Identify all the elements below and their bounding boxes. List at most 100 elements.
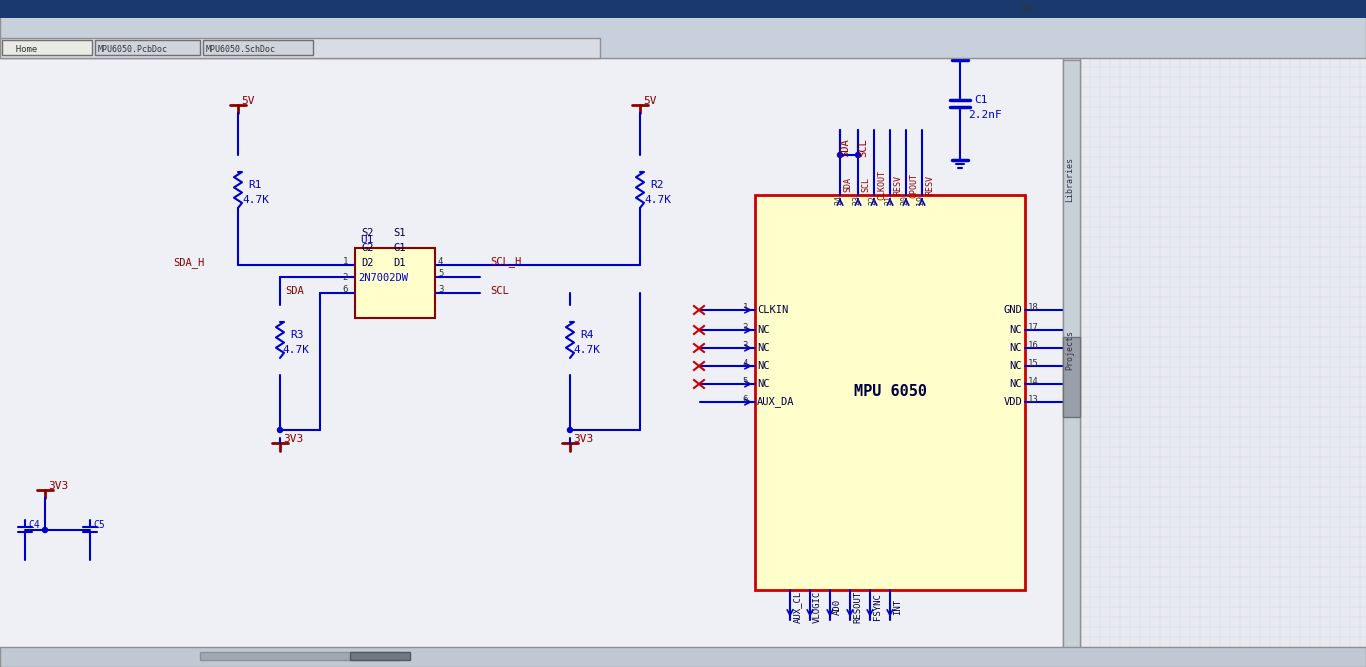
- Text: 4.7K: 4.7K: [572, 345, 600, 355]
- Text: R3: R3: [290, 330, 303, 340]
- Text: NC: NC: [1009, 379, 1022, 389]
- Text: 4.7K: 4.7K: [643, 195, 671, 205]
- Text: NC: NC: [757, 379, 769, 389]
- Bar: [96, 40, 199, 55]
- Text: VLOGIC: VLOGIC: [813, 591, 822, 623]
- Bar: [204, 40, 313, 55]
- Text: GND: GND: [1003, 305, 1022, 315]
- Text: SDA: SDA: [840, 139, 850, 157]
- Text: 5V: 5V: [240, 96, 254, 106]
- Text: CLKOUT: CLKOUT: [877, 170, 887, 200]
- Bar: [0, 647, 1366, 667]
- Bar: [1063, 337, 1081, 417]
- Text: SDA: SDA: [285, 286, 305, 296]
- Text: SDA_H: SDA_H: [173, 257, 205, 268]
- Bar: [0, 60, 1063, 667]
- Circle shape: [42, 528, 48, 532]
- Circle shape: [837, 153, 843, 157]
- Text: 18: 18: [1029, 303, 1038, 311]
- Text: 23: 23: [852, 195, 862, 205]
- Bar: [0, 0, 1366, 18]
- Text: 5: 5: [438, 269, 444, 279]
- Text: 21: 21: [885, 195, 893, 205]
- Text: S2: S2: [361, 228, 373, 238]
- Text: 19: 19: [917, 195, 926, 205]
- Text: 3V3: 3V3: [48, 481, 68, 491]
- Text: SCL: SCL: [858, 139, 867, 157]
- Text: CLKIN: CLKIN: [757, 305, 788, 315]
- Text: CPOUT: CPOUT: [908, 173, 918, 197]
- Bar: [1063, 0, 1081, 667]
- Text: 22: 22: [869, 195, 877, 205]
- Text: 4.7K: 4.7K: [281, 345, 309, 355]
- Text: 1: 1: [343, 257, 348, 267]
- Text: 6: 6: [743, 394, 749, 404]
- Text: 3V3: 3V3: [283, 434, 303, 444]
- Circle shape: [567, 428, 572, 432]
- Text: Libraries: Libraries: [1065, 157, 1075, 203]
- Text: MPU6050.SchDoc: MPU6050.SchDoc: [206, 45, 276, 53]
- Text: Home: Home: [5, 45, 37, 53]
- Bar: [355, 248, 434, 318]
- Text: AD0: AD0: [833, 599, 841, 615]
- Text: G1: G1: [393, 243, 406, 253]
- Text: NC: NC: [757, 343, 769, 353]
- Text: 3: 3: [743, 340, 749, 350]
- Text: 20: 20: [900, 195, 910, 205]
- Text: 1: 1: [743, 303, 749, 311]
- Text: 2N7002DW: 2N7002DW: [358, 273, 408, 283]
- Text: RESOUT: RESOUT: [852, 591, 862, 623]
- Text: AUX_DA: AUX_DA: [757, 397, 795, 408]
- Text: 16: 16: [1029, 340, 1038, 350]
- Text: C4: C4: [27, 520, 40, 530]
- Bar: [755, 195, 1024, 590]
- Text: NC: NC: [757, 325, 769, 335]
- Text: D1: D1: [393, 258, 406, 268]
- Text: NC: NC: [1009, 325, 1022, 335]
- Text: NC: NC: [757, 361, 769, 371]
- Text: Projects: Projects: [1065, 330, 1075, 370]
- Text: MPU 6050: MPU 6050: [854, 384, 926, 400]
- Text: 2.2nF: 2.2nF: [968, 110, 1001, 120]
- Text: U1: U1: [361, 235, 373, 245]
- Circle shape: [277, 428, 283, 432]
- Text: VDD: VDD: [1003, 397, 1022, 407]
- Text: FSYNC: FSYNC: [873, 594, 882, 620]
- Text: 4: 4: [438, 257, 444, 267]
- Text: C5: C5: [93, 520, 105, 530]
- Text: 5V: 5V: [643, 96, 657, 106]
- Bar: [199, 652, 400, 660]
- Text: 6: 6: [343, 285, 348, 295]
- Text: 3: 3: [438, 285, 444, 295]
- Text: RESV: RESV: [925, 175, 934, 195]
- Text: 76: 76: [1020, 5, 1031, 15]
- Text: RESV: RESV: [893, 175, 902, 195]
- Text: 13: 13: [1029, 394, 1038, 404]
- Text: R2: R2: [650, 180, 664, 190]
- Text: 2: 2: [743, 323, 749, 331]
- Bar: [1, 40, 92, 55]
- Text: R4: R4: [581, 330, 593, 340]
- Text: AUX_CL: AUX_CL: [794, 591, 802, 623]
- Text: SCL_H: SCL_H: [490, 257, 522, 267]
- Text: 5: 5: [743, 376, 749, 386]
- Text: 4.7K: 4.7K: [242, 195, 269, 205]
- Text: NC: NC: [1009, 361, 1022, 371]
- Text: C1: C1: [974, 95, 988, 105]
- Bar: [1063, 60, 1081, 667]
- Text: SCL: SCL: [490, 286, 508, 296]
- Text: SCL: SCL: [861, 177, 870, 193]
- Text: NC: NC: [1009, 343, 1022, 353]
- Bar: [0, 0, 1366, 58]
- Text: 15: 15: [1029, 358, 1038, 368]
- Text: 17: 17: [1029, 323, 1038, 331]
- Text: R1: R1: [249, 180, 261, 190]
- Text: 3V3: 3V3: [572, 434, 593, 444]
- Circle shape: [855, 153, 861, 157]
- Text: G2: G2: [361, 243, 373, 253]
- Bar: [0, 38, 600, 58]
- Text: 24: 24: [835, 195, 843, 205]
- Text: INT: INT: [893, 599, 902, 615]
- Bar: [350, 652, 410, 660]
- Text: S1: S1: [393, 228, 406, 238]
